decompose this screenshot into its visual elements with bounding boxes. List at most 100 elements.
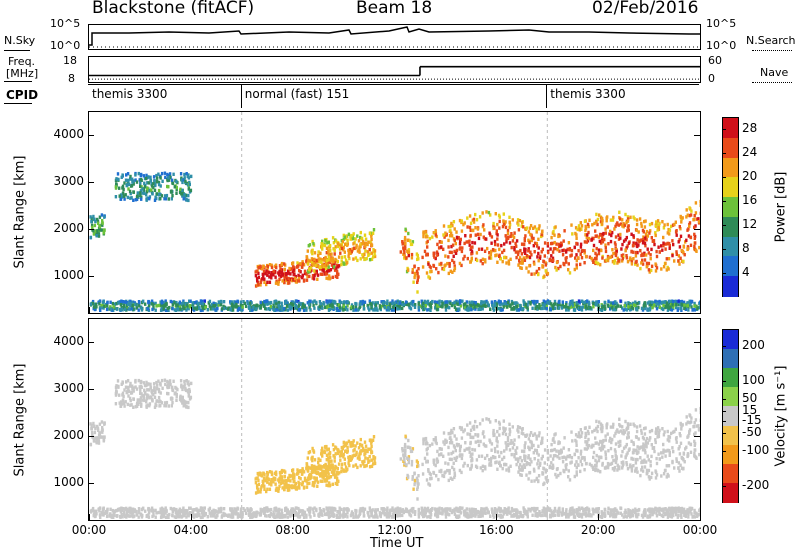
scatter-cell	[630, 258, 633, 262]
scatter-cell	[562, 469, 566, 473]
scatter-cell	[664, 247, 667, 251]
scatter-cell	[688, 224, 691, 228]
scatter-cell	[363, 440, 367, 444]
scatter-cell	[140, 392, 143, 396]
scatter-cell	[306, 274, 309, 279]
scatter-cell	[571, 232, 574, 236]
scatter-cell	[655, 427, 658, 431]
scatter-cell	[417, 306, 421, 310]
scatter-cell	[452, 427, 456, 431]
scatter-cell	[342, 455, 345, 459]
scatter-cell	[537, 246, 540, 250]
scatter-cell	[587, 437, 590, 442]
scatter-cell	[600, 455, 603, 460]
scatter-cell	[632, 215, 635, 219]
scatter-cell	[303, 485, 306, 489]
scatter-cell	[635, 451, 638, 455]
scatter-cell	[554, 265, 557, 270]
scatter-cell	[679, 256, 682, 260]
scatter-cell	[98, 306, 102, 311]
power-ytick-mark-2	[88, 228, 94, 230]
scatter-cell	[565, 463, 568, 467]
scatter-cell	[657, 452, 660, 456]
scatter-cell	[606, 225, 609, 229]
scatter-cell	[430, 476, 433, 481]
scatter-cell	[474, 307, 477, 311]
scatter-cell	[489, 440, 492, 444]
scatter-cell	[586, 222, 590, 227]
scatter-cell	[396, 307, 399, 311]
scatter-cell	[307, 258, 310, 263]
scatter-cell	[599, 220, 603, 224]
scatter-cell	[292, 306, 295, 310]
scatter-cell	[672, 242, 675, 247]
scatter-cell	[575, 253, 578, 257]
scatter-cell	[550, 302, 553, 306]
scatter-cell	[481, 464, 485, 468]
scatter-cell	[183, 192, 186, 197]
scatter-cell	[101, 426, 104, 430]
scatter-cell	[573, 303, 576, 307]
scatter-cell	[354, 444, 357, 448]
scatter-cell	[325, 453, 329, 458]
scatter-cell	[259, 306, 262, 310]
scatter-cell	[340, 262, 343, 267]
scatter-cell	[275, 279, 278, 283]
scatter-cell	[321, 454, 324, 458]
scatter-cell	[127, 179, 130, 184]
scatter-cell	[331, 306, 334, 311]
scatter-cell	[128, 182, 131, 187]
scatter-cell	[444, 302, 447, 306]
scatter-cell	[275, 265, 278, 270]
scatter-cell	[289, 272, 292, 276]
scatter-cell	[250, 305, 253, 310]
scatter-cell	[239, 307, 243, 311]
scatter-cell	[666, 222, 669, 227]
scatter-cell	[302, 308, 306, 312]
scatter-cell	[342, 262, 346, 266]
scatter-cell	[435, 457, 439, 461]
scatter-cell	[610, 254, 614, 259]
scatter-cell	[185, 379, 188, 383]
scatter-cell	[331, 482, 334, 486]
scatter-cell	[305, 255, 309, 259]
scatter-cell	[670, 307, 673, 312]
scatter-cell	[507, 469, 511, 473]
scatter-cell	[391, 299, 394, 303]
scatter-cell	[469, 228, 472, 232]
scatter-cell	[550, 254, 553, 258]
scatter-cell	[663, 223, 666, 227]
scatter-cell	[687, 434, 690, 438]
scatter-cell	[505, 255, 508, 260]
scatter-cell	[642, 447, 645, 451]
scatter-cell	[330, 301, 333, 305]
scatter-cell	[664, 449, 667, 453]
scatter-cell	[515, 244, 518, 248]
scatter-cell	[656, 228, 659, 232]
scatter-cell	[299, 477, 302, 481]
scatter-cell	[501, 250, 504, 255]
scatter-cell	[533, 457, 536, 461]
scatter-cell	[159, 383, 162, 387]
scatter-cell	[434, 256, 437, 261]
scatter-cell	[148, 195, 152, 199]
scatter-cell	[165, 302, 168, 307]
scatter-cell	[149, 382, 152, 386]
scatter-cell	[526, 306, 529, 310]
scatter-cell	[660, 267, 663, 271]
scatter-cell	[574, 226, 578, 230]
scatter-cell	[362, 255, 365, 259]
scatter-cell	[181, 188, 184, 192]
scatter-cell	[609, 425, 613, 429]
scatter-cell	[128, 389, 131, 394]
scatter-cell	[601, 235, 604, 239]
scatter-cell	[694, 224, 697, 228]
scatter-cell	[320, 260, 323, 264]
scatter-cell	[625, 308, 628, 312]
scatter-cell	[629, 463, 632, 467]
scatter-cell	[535, 227, 538, 231]
scatter-cell	[129, 299, 132, 304]
scatter-cell	[538, 256, 542, 260]
scatter-cell	[559, 244, 562, 248]
scatter-cell	[254, 274, 258, 278]
